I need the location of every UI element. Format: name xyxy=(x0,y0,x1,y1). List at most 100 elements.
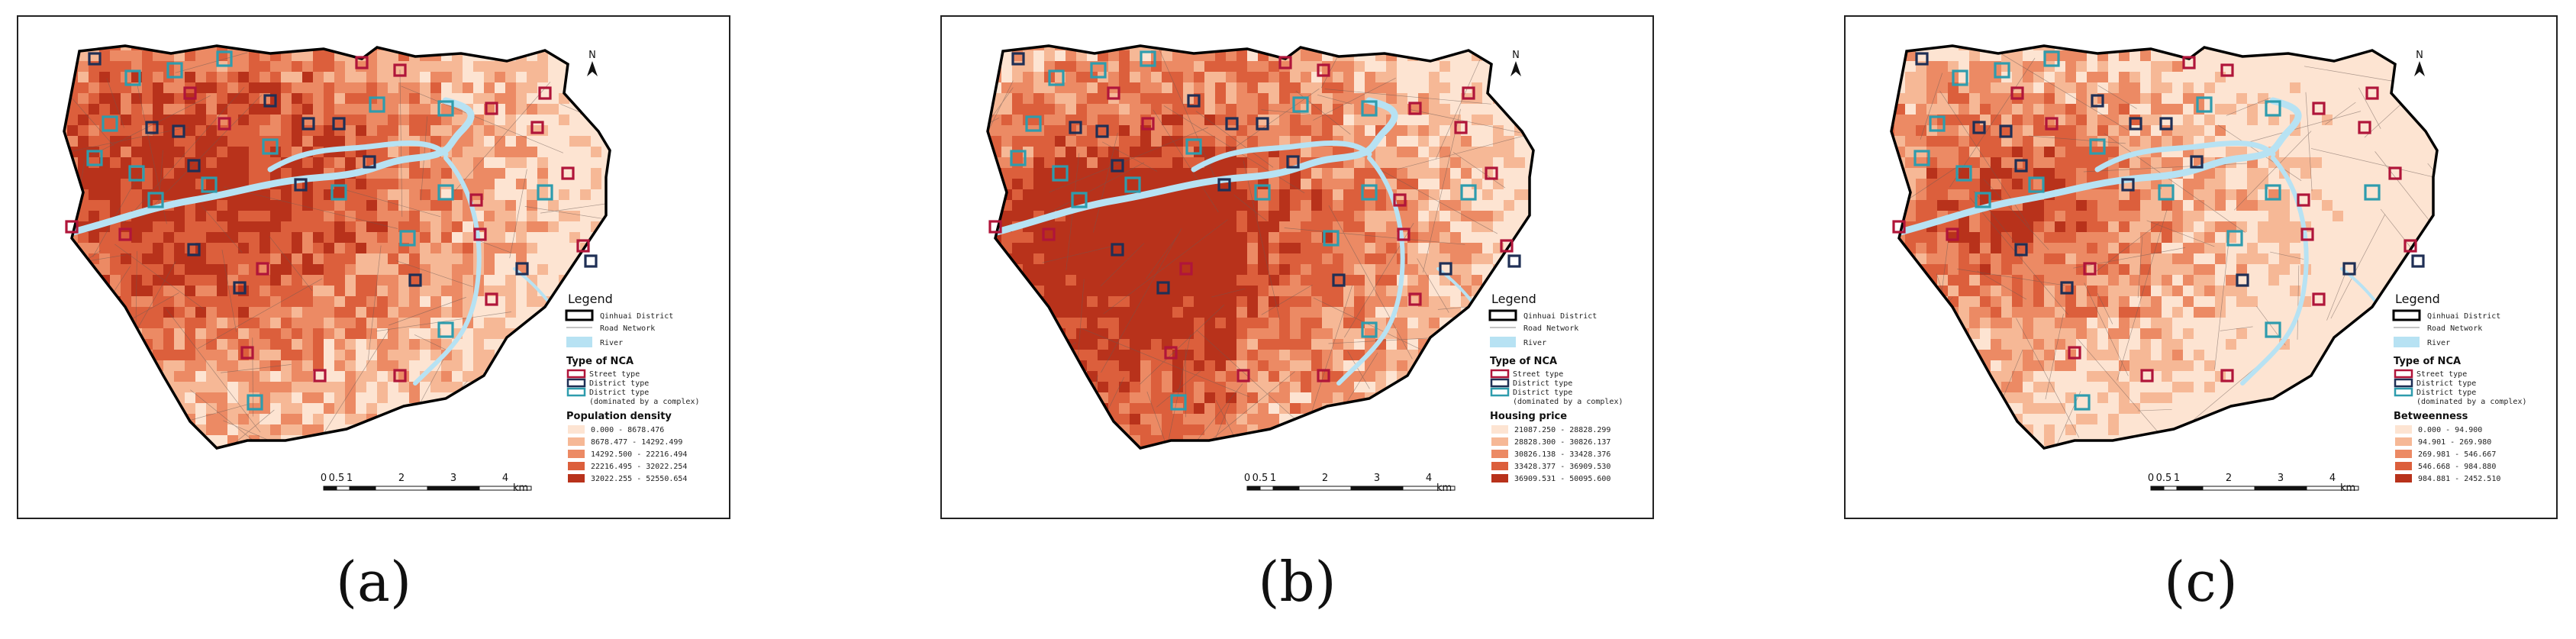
nca-district-marker xyxy=(145,121,159,134)
nca-street-marker xyxy=(393,63,407,77)
legend-nca-swatch xyxy=(2394,387,2413,397)
nca-complex-marker xyxy=(1994,62,2010,79)
legend-nca-label: Street type xyxy=(1513,370,1563,379)
north-label: N xyxy=(1512,50,1520,61)
legend-class-label: 22216.495 - 32022.254 xyxy=(591,463,687,471)
nca-district-marker xyxy=(1095,124,1109,138)
nca-district-marker xyxy=(187,243,201,257)
legend-variable-title: Population density xyxy=(566,411,672,422)
nca-complex-marker xyxy=(1929,115,1946,132)
nca-district-marker xyxy=(1111,159,1124,173)
nca-street-marker xyxy=(2312,292,2326,306)
nca-complex-marker xyxy=(437,100,454,117)
nca-district-marker xyxy=(332,117,346,131)
nca-district-marker xyxy=(301,117,315,131)
nca-street-marker xyxy=(240,346,254,360)
nca-district-marker xyxy=(2190,155,2204,169)
nca-complex-marker xyxy=(2074,394,2091,411)
nca-complex-marker xyxy=(2265,184,2281,201)
district-boundary xyxy=(63,44,611,450)
legend-nca-swatch xyxy=(566,369,586,379)
nca-street-marker xyxy=(1454,121,1468,134)
nca-complex-marker xyxy=(216,50,233,67)
nca-complex-marker xyxy=(2158,184,2175,201)
legend-title: Legend xyxy=(1491,292,1536,306)
legend-boundary-label: Qinhuai District xyxy=(1523,312,1597,321)
legend-nca-swatch xyxy=(566,387,586,397)
nca-street-marker xyxy=(473,228,487,241)
legend-nca-swatch xyxy=(1490,369,1510,379)
legend-boundary-swatch xyxy=(1488,309,1517,321)
nca-district-marker xyxy=(1286,155,1300,169)
nca-street-marker xyxy=(2404,239,2417,253)
nca-street-marker xyxy=(2358,121,2371,134)
nca-complex-marker xyxy=(102,115,118,132)
nca-district-marker xyxy=(1332,273,1346,287)
scale-label: 0.5 xyxy=(329,473,345,484)
nca-street-marker xyxy=(65,220,79,234)
legend-river-label: River xyxy=(2427,339,2450,347)
nca-district-marker xyxy=(2159,117,2173,131)
nca-complex-marker xyxy=(1010,150,1027,166)
nca-complex-marker xyxy=(1361,321,1378,338)
nca-district-marker xyxy=(1439,262,1452,276)
nca-street-marker xyxy=(2083,262,2097,276)
nca-district-marker xyxy=(2121,178,2135,192)
nca-complex-marker xyxy=(2265,100,2281,117)
scale-label: 2 xyxy=(2226,473,2232,484)
nca-complex-marker xyxy=(330,184,347,201)
choropleth-cells xyxy=(1891,46,2437,448)
legend-class-swatch xyxy=(1491,425,1508,434)
nca-complex-marker xyxy=(201,176,218,193)
legend-class-label: 984.881 - 2452.510 xyxy=(2418,475,2500,483)
scale-bar: 0 0.5 1 2 3 4 km xyxy=(2148,473,2359,494)
legend-boundary-label: Qinhuai District xyxy=(600,312,673,321)
nca-street-marker xyxy=(988,220,1002,234)
nca-street-marker xyxy=(2140,369,2154,382)
nca-district-marker xyxy=(1069,121,1082,134)
legend-class-label: 21087.250 - 28828.299 xyxy=(1514,426,1610,434)
legend-boundary-swatch xyxy=(2392,309,2421,321)
nca-street-marker xyxy=(1236,369,1250,382)
legend-class-label: 32022.255 - 52550.654 xyxy=(591,475,687,483)
nca-complex-marker xyxy=(1025,115,1042,132)
nca-complex-marker xyxy=(147,192,164,208)
nca-district-marker xyxy=(88,52,102,66)
legend-title: Legend xyxy=(2395,292,2440,306)
nca-district-marker xyxy=(408,273,422,287)
nca-street-marker xyxy=(1317,63,1330,77)
legend-class-swatch xyxy=(568,474,585,482)
legend-class-label: 33428.377 - 36909.530 xyxy=(1514,463,1610,471)
legend-class-label: 28828.300 - 30826.137 xyxy=(1514,438,1610,447)
legend-nca-label: District type xyxy=(589,389,649,397)
legend-nca-label: District type xyxy=(1513,379,1572,388)
legend-class-label: 94.901 - 269.980 xyxy=(2418,438,2491,447)
nca-complex-marker xyxy=(124,69,141,86)
legend: Legend Qinhuai District Road Network River T… xyxy=(1488,292,1623,483)
legend-nca-label: Street type xyxy=(589,370,640,379)
scale-label: 0 xyxy=(2148,473,2154,484)
legend-nca-swatch xyxy=(2394,369,2413,379)
scale-label: 2 xyxy=(1322,473,1328,484)
nca-complex-marker xyxy=(166,62,183,79)
legend-nca-label: District type xyxy=(1513,389,1572,397)
nca-complex-marker xyxy=(1361,184,1378,201)
nca-district-marker xyxy=(263,94,277,108)
legend-nca-label: District type xyxy=(2416,379,2476,388)
nca-street-marker xyxy=(218,117,231,131)
legend-river-label: River xyxy=(600,339,623,347)
nca-complex-marker xyxy=(1952,69,1968,86)
legend-class-label: 14292.500 - 22216.494 xyxy=(591,450,687,459)
legend-nca-title: Type of NCA xyxy=(566,356,634,367)
nca-street-marker xyxy=(1317,369,1330,382)
nca-district-marker xyxy=(1999,124,2013,138)
nca-street-marker xyxy=(1946,228,1959,241)
nca-complex-marker xyxy=(2043,50,2060,67)
nca-street-marker xyxy=(2010,86,2024,100)
map-panel-b: N 0 0.5 1 2 3 4 km Legend Qinhuai District Road Ne… xyxy=(940,15,1654,519)
legend-class-swatch xyxy=(568,462,585,470)
nca-street-marker xyxy=(2365,86,2379,100)
scale-unit: km xyxy=(1436,482,1452,494)
legend-nca-label: (dominated by a complex) xyxy=(1513,398,1623,406)
nca-street-marker xyxy=(1408,292,1422,306)
